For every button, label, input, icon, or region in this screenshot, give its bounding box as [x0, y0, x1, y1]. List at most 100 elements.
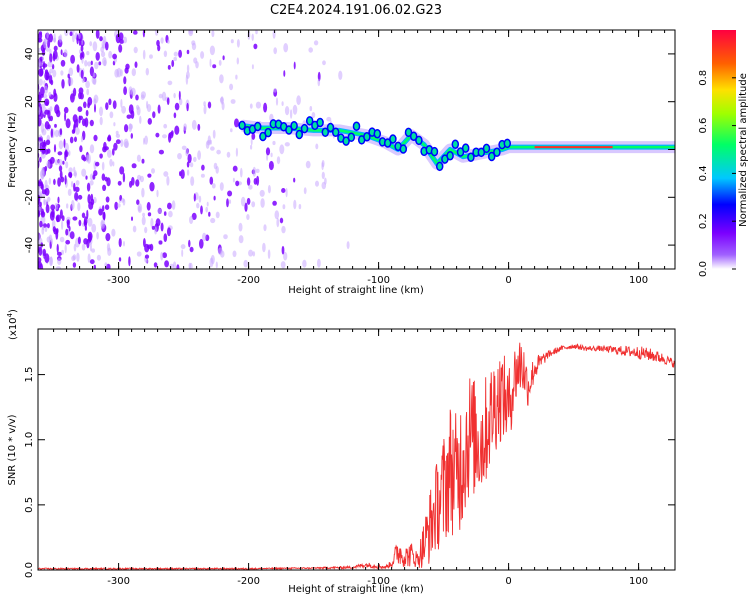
heatmap-cell	[157, 44, 161, 52]
heatmap-cell	[216, 149, 221, 155]
heatmap-cell	[141, 158, 145, 164]
heatmap-cell	[72, 33, 75, 43]
heatmap-cell	[114, 68, 120, 78]
heatmap-cell	[73, 123, 76, 134]
heatmap-cell	[324, 177, 327, 185]
heatmap-cell	[183, 123, 188, 131]
heatmap-cell	[70, 54, 75, 64]
heatmap-cell	[115, 139, 121, 145]
heatmap-cell	[293, 61, 296, 70]
heatmap-cell	[180, 169, 185, 180]
heatmap-cell	[69, 136, 74, 144]
heatmap-cell	[186, 102, 189, 112]
heatmap-cell	[167, 227, 171, 237]
ridge-blob	[477, 147, 486, 158]
heatmap-cell	[133, 46, 138, 54]
heatmap-cell	[49, 256, 53, 266]
heatmap-cell	[93, 134, 98, 142]
heatmap-cell	[102, 211, 106, 220]
heatmap-cell	[95, 30, 100, 39]
heatmap-cell	[115, 130, 119, 135]
heatmap-cell	[104, 146, 109, 151]
heatmap-cell	[49, 115, 54, 122]
heatmap-cell	[201, 164, 205, 171]
heatmap-cell	[157, 104, 161, 114]
spectrogram-xlabel: Height of straight line (km)	[288, 285, 424, 296]
heatmap-cell	[198, 195, 202, 203]
heatmap-cell	[240, 167, 243, 178]
heatmap-cell	[283, 70, 286, 77]
heatmap-cell	[181, 249, 184, 257]
multiplier-base: (x10	[8, 317, 19, 340]
heatmap-cell	[144, 135, 149, 145]
heatmap-cell	[167, 202, 172, 210]
heatmap-cell	[267, 249, 271, 259]
heatmap-cell	[43, 80, 46, 86]
heatmap-cell	[65, 118, 71, 129]
heatmap-cell	[293, 177, 296, 183]
ridge-blob	[342, 136, 350, 146]
heatmap-cell	[305, 160, 311, 169]
snr-y-ticks: 0.0 0.5 1.0 1.5	[24, 367, 675, 578]
heatmap-cell	[64, 111, 67, 122]
heatmap-cell	[93, 94, 99, 104]
ridge-blob	[399, 144, 408, 154]
heatmap-cell	[75, 127, 80, 135]
ridge-blob	[482, 143, 491, 154]
heatmap-cell	[135, 94, 139, 101]
heatmap-cell	[238, 235, 244, 244]
ridge-blob	[321, 127, 330, 137]
heatmap-cell	[131, 216, 133, 221]
heatmap-cell	[45, 204, 50, 214]
y-tick-label: -40	[24, 237, 35, 253]
heatmap-cell	[102, 35, 107, 46]
heatmap-cell	[139, 115, 142, 124]
heatmap-cell	[163, 50, 168, 58]
heatmap-cell	[49, 53, 53, 63]
heatmap-cell	[124, 141, 129, 149]
snr-multiplier: (x104)	[6, 309, 19, 340]
heatmap-cell	[346, 241, 350, 250]
ridge-blob	[326, 122, 335, 133]
heatmap-cell	[53, 45, 58, 51]
heatmap-cell	[249, 103, 253, 109]
heatmap-cell	[215, 261, 218, 269]
heatmap-cell	[236, 57, 239, 65]
heatmap-cell	[160, 37, 164, 44]
heatmap-cell	[92, 72, 96, 78]
snr-series	[38, 342, 675, 570]
heatmap-cell	[38, 68, 44, 77]
heatmap-cell	[94, 103, 96, 113]
heatmap-cell	[185, 148, 189, 157]
heatmap-cell	[267, 185, 271, 194]
heatmap-cell	[166, 39, 170, 44]
heatmap-cell	[80, 45, 84, 52]
snr-frame	[37, 328, 676, 571]
heatmap-cell	[223, 234, 228, 240]
heatmap-cell	[51, 208, 55, 218]
heatmap-cell	[72, 114, 78, 123]
heatmap-cell	[251, 132, 256, 140]
ridge-blob	[389, 134, 397, 144]
heatmap-cell	[54, 203, 59, 210]
heatmap-cell	[302, 259, 307, 268]
y-tick-label: -20	[24, 189, 35, 205]
heatmap-cell	[196, 202, 200, 209]
ridge-blob	[467, 152, 475, 162]
ridge-blob	[415, 135, 423, 146]
heatmap-cell	[158, 240, 163, 245]
heatmap-cell	[167, 65, 171, 70]
heatmap-cell	[72, 216, 78, 221]
heatmap-cell	[190, 176, 195, 187]
heatmap-cell	[171, 200, 176, 210]
heatmap-cell	[163, 211, 167, 216]
heatmap-cell	[38, 117, 42, 127]
heatmap-cell	[98, 208, 103, 216]
heatmap-cell	[69, 231, 75, 240]
x-tick-label: 0	[505, 576, 511, 587]
heatmap-cell	[55, 266, 61, 269]
heatmap-cell	[293, 199, 297, 210]
heatmap-cell	[131, 176, 135, 186]
heatmap-cell	[244, 202, 248, 212]
heatmap-cell	[108, 50, 113, 59]
